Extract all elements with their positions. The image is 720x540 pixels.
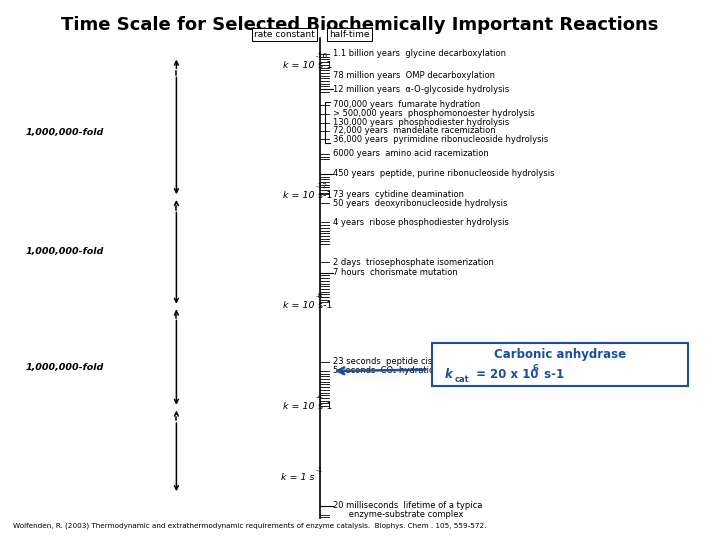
Text: s-1: s-1 [315, 402, 333, 410]
Text: Wolfenden, R. (2003) Thermodynamic and extrathermodynamic requirements of enzyme: Wolfenden, R. (2003) Thermodynamic and e… [13, 523, 486, 529]
Text: k = 1 s: k = 1 s [281, 474, 315, 482]
Text: > 500,000 years  phosphomonoester hydrolysis: > 500,000 years phosphomonoester hydroly… [333, 110, 535, 118]
Text: 36,000 years  pyrimidine ribonucleoside hydrolysis: 36,000 years pyrimidine ribonucleoside h… [333, 135, 549, 144]
Text: 700,000 years  fumarate hydration: 700,000 years fumarate hydration [333, 100, 481, 109]
Text: 5 seconds  CO₂ hydration: 5 seconds CO₂ hydration [333, 367, 440, 375]
Text: s-1: s-1 [315, 191, 333, 200]
Text: 1.1 billion years  glycine decarboxylation: 1.1 billion years glycine decarboxylatio… [333, 50, 506, 58]
Text: s-1: s-1 [540, 368, 564, 381]
Text: 78 million years  OMP decarboxylation: 78 million years OMP decarboxylation [333, 71, 495, 80]
Text: -4: -4 [315, 394, 323, 400]
Text: 130,000 years  phosphodiester hydrolysis: 130,000 years phosphodiester hydrolysis [333, 118, 510, 127]
Text: 1,000,000-fold: 1,000,000-fold [25, 128, 104, 137]
Text: -16: -16 [315, 53, 328, 59]
Text: 12 million years  α-O-glycoside hydrolysis: 12 million years α-O-glycoside hydrolysi… [333, 85, 510, 93]
Text: 7 hours  chorismate mutation: 7 hours chorismate mutation [333, 268, 458, 277]
Text: half-time: half-time [329, 30, 369, 39]
Text: cat: cat [454, 375, 469, 384]
Text: 6000 years  amino acid racemization: 6000 years amino acid racemization [333, 150, 489, 158]
Text: 20 milliseconds  lifetime of a typica: 20 milliseconds lifetime of a typica [333, 502, 482, 510]
Text: s-1: s-1 [315, 301, 333, 309]
Text: 2 days  triosephosphate isomerization: 2 days triosephosphate isomerization [333, 258, 494, 267]
Text: 1,000,000-fold: 1,000,000-fold [25, 247, 104, 255]
Text: Carbonic anhydrase: Carbonic anhydrase [494, 348, 626, 361]
Text: 4 years  ribose phosphodiester hydrolysis: 4 years ribose phosphodiester hydrolysis [333, 218, 509, 227]
Text: k = 10: k = 10 [283, 62, 315, 70]
Text: Time Scale for Selected Biochemically Important Reactions: Time Scale for Selected Biochemically Im… [61, 16, 659, 34]
Text: 73 years  cytidine deamination: 73 years cytidine deamination [333, 190, 464, 199]
Text: 50 years  deoxyribonucleoside hydrolysis: 50 years deoxyribonucleoside hydrolysis [333, 199, 508, 207]
Text: -8: -8 [315, 293, 323, 299]
Text: 1,000,000-fold: 1,000,000-fold [25, 363, 104, 372]
Text: 6: 6 [532, 364, 538, 374]
Text: k: k [445, 368, 453, 381]
Text: 23 seconds  peptide cis-trans isomerization: 23 seconds peptide cis-trans isomerizati… [333, 357, 517, 366]
Text: 72,000 years  mandelate racemization: 72,000 years mandelate racemization [333, 126, 496, 135]
Text: 450 years  peptide, purine ribonucleoside hydrolysis: 450 years peptide, purine ribonucleoside… [333, 170, 555, 178]
Text: -12: -12 [315, 183, 328, 189]
Text: k = 10: k = 10 [283, 402, 315, 410]
Text: k = 10: k = 10 [283, 301, 315, 309]
Text: -1: -1 [315, 467, 323, 472]
Text: = 20 x 10: = 20 x 10 [472, 368, 539, 381]
Text: k = 10: k = 10 [283, 191, 315, 200]
Text: s-1: s-1 [315, 62, 333, 70]
FancyBboxPatch shape [432, 343, 688, 386]
Text: rate constant: rate constant [254, 30, 315, 39]
Text: enzyme-substrate complex: enzyme-substrate complex [333, 510, 464, 519]
